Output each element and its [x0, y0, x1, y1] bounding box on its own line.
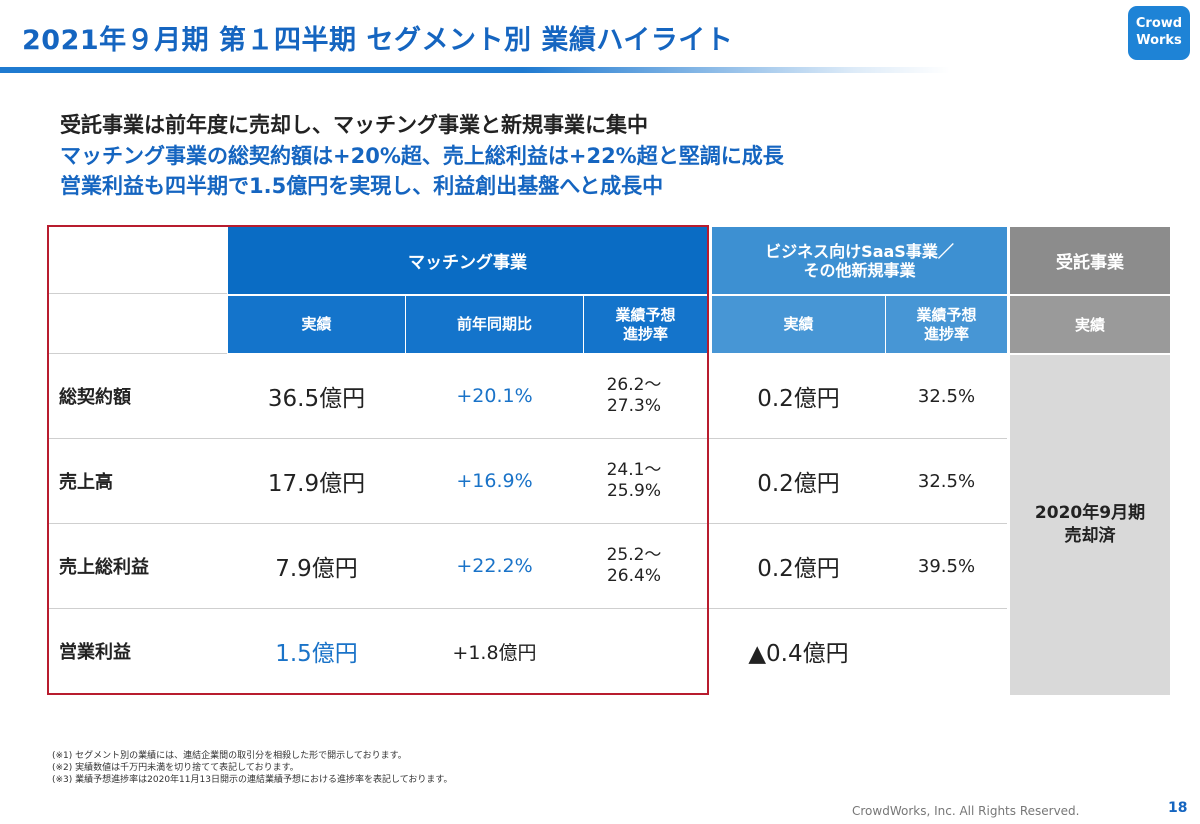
- row-label: 総契約額: [59, 387, 131, 408]
- footnote-2: (※2) 実績数値は千万円未満を切り捨てて表記しております。: [52, 763, 299, 773]
- matching-actual-value: 17.9億円: [267, 471, 366, 497]
- logo-text-line2: Works: [1136, 33, 1182, 48]
- row-label: 売上総利益: [59, 557, 149, 578]
- saas-actual-value: 0.2億円: [757, 556, 840, 582]
- saas-actual-value: ▲0.4億円: [748, 641, 849, 667]
- row-divider: [49, 608, 1007, 609]
- row-divider: [49, 523, 1007, 524]
- matching-yoy-value: +22.2%: [456, 555, 533, 577]
- saas-group-header: ビジネス向けSaaS事業／ その他新規事業: [712, 227, 1007, 294]
- footnotes: (※1) セグメント別の業績には、連結企業間の取引分を相殺した形で開示しておりま…: [52, 750, 453, 786]
- footnote-1: (※1) セグメント別の業績には、連結企業間の取引分を相殺した形で開示しておりま…: [52, 751, 407, 761]
- contract-sold-line2: 売却済: [1064, 526, 1116, 546]
- matching-yoy-header: 前年同期比: [406, 296, 583, 353]
- matching-actual-value: 1.5億円: [275, 641, 358, 667]
- saas-progress-value: 39.5%: [917, 555, 976, 577]
- logo-text-line1: Crowd: [1135, 16, 1183, 31]
- matching-highlight-frame: [47, 225, 709, 695]
- matching-group-header: マッチング事業: [228, 227, 707, 294]
- matching-progress-header: 業績予想 進捗率: [584, 296, 707, 353]
- progress-value-line2: 26.4%: [606, 566, 661, 586]
- saas-progress-value: 32.5%: [917, 385, 976, 407]
- headline-1: 受託事業は前年度に売却し、マッチング事業と新規事業に集中: [60, 113, 648, 137]
- matching-progress-value: 24.1～ 25.9%: [584, 440, 684, 522]
- progress-value-line1: 24.1～: [606, 460, 662, 480]
- progress-value-line2: 27.3%: [606, 396, 661, 416]
- page-number: 18: [1168, 800, 1188, 816]
- contract-actual-header: 実績: [1010, 296, 1170, 353]
- saas-actual-value: 0.2億円: [757, 471, 840, 497]
- footnote-3: (※3) 業績予想進捗率は2020年11月13日開示の連結業績予想における進捗率…: [52, 775, 453, 785]
- contract-group-header: 受託事業: [1010, 227, 1170, 294]
- headline-2: マッチング事業の総契約額は+20%超、売上総利益は+22%超と堅調に成長: [60, 144, 784, 168]
- row-label: 売上高: [59, 472, 113, 493]
- progress-header-line2: 進捗率: [923, 324, 969, 343]
- saas-actual-header: 実績: [712, 296, 885, 353]
- row-divider: [49, 293, 227, 294]
- headline-3: 営業利益も四半期で1.5億円を実現し、利益創出基盤へと成長中: [60, 174, 664, 198]
- title-underline: [0, 67, 950, 73]
- copyright: CrowdWorks, Inc. All Rights Reserved.: [852, 804, 1080, 818]
- matching-progress-value: 26.2～ 27.3%: [584, 355, 684, 437]
- matching-yoy-value: +1.8億円: [452, 641, 537, 664]
- progress-header-line1: 業績予想: [615, 305, 676, 324]
- row-divider: [49, 438, 1007, 439]
- matching-actual-header: 実績: [228, 296, 405, 353]
- saas-progress-header: 業績予想 進捗率: [886, 296, 1007, 353]
- saas-group-header-line1: ビジネス向けSaaS事業／: [765, 241, 954, 261]
- contract-sold-cell: 2020年9月期 売却済: [1010, 355, 1170, 695]
- saas-group-header-line2: その他新規事業: [803, 260, 916, 280]
- matching-yoy-value: +20.1%: [456, 385, 533, 407]
- contract-sold-line1: 2020年9月期: [1034, 503, 1146, 523]
- progress-value-line2: 25.9%: [606, 481, 661, 501]
- saas-progress-value: 32.5%: [917, 470, 976, 492]
- matching-yoy-value: +16.9%: [456, 470, 533, 492]
- row-label: 営業利益: [59, 642, 131, 663]
- matching-progress-value: 25.2～ 26.4%: [584, 525, 684, 607]
- row-divider: [49, 353, 227, 354]
- crowdworks-logo: Crowd Works: [1128, 6, 1190, 60]
- progress-value-line1: 26.2～: [606, 375, 662, 395]
- matching-actual-value: 7.9億円: [275, 556, 358, 582]
- page-title: 2021年９月期 第１四半期 セグメント別 業績ハイライト: [22, 25, 734, 56]
- saas-actual-value: 0.2億円: [757, 386, 840, 412]
- progress-value-line1: 25.2～: [606, 545, 662, 565]
- progress-header-line2: 進捗率: [622, 324, 668, 343]
- matching-actual-value: 36.5億円: [267, 386, 366, 412]
- progress-header-line1: 業績予想: [916, 305, 977, 324]
